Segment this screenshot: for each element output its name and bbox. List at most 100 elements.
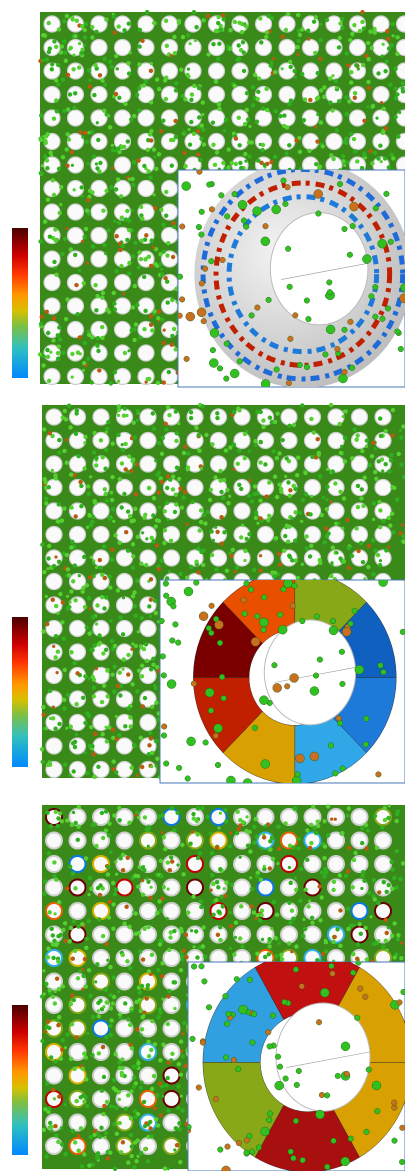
particle [378,416,382,420]
particle [283,821,287,825]
particle [261,847,264,850]
particle [111,148,115,152]
inset-particle [306,316,312,322]
particle [351,885,355,889]
particle [161,1095,164,1098]
inset-particle [196,1085,202,1091]
particle [259,913,263,917]
particle [398,877,402,881]
particle [140,664,144,668]
particle [183,490,187,494]
particle [162,541,166,545]
particle [310,916,314,920]
particle [248,849,252,853]
particle [197,115,201,119]
inset-particle [160,654,166,660]
particle [371,106,374,109]
inset-particle [209,258,215,264]
particle [180,1049,183,1052]
particle [193,945,196,948]
inset-particle [184,587,193,596]
particle [261,418,265,422]
particle [376,71,380,75]
particle [48,431,52,435]
particle [334,818,337,821]
inset-particle [373,314,379,320]
particle [172,327,176,331]
particle [112,759,116,763]
inset-particle [238,200,247,209]
particle [243,152,247,156]
particle [143,1147,147,1151]
particle [343,164,346,167]
particle [170,343,174,347]
particle [298,150,302,154]
particle [100,325,104,329]
particle [216,933,220,937]
particle [182,131,186,135]
particle [69,545,73,549]
particle [102,1075,106,1079]
particle [47,485,51,489]
particle [96,121,99,124]
particle [80,185,84,189]
particle [43,220,47,224]
particle [322,496,325,499]
particle [83,28,87,32]
particle [322,874,326,878]
particle [94,463,98,467]
particle [82,1099,86,1103]
particle [93,499,97,503]
colorbar [12,1005,28,1155]
particle [87,968,91,972]
particle [95,622,98,625]
particle [60,44,64,48]
particle [279,487,283,491]
particle [395,92,399,96]
particle [65,297,69,301]
particle [108,125,112,129]
particle [355,957,359,961]
particle [194,929,198,933]
particle [338,944,342,948]
particle [297,53,300,56]
particle [395,849,399,853]
particle [113,307,117,311]
particle [109,1006,113,1010]
particle [56,1140,60,1144]
particle [295,45,299,49]
particle [328,100,332,104]
particle [261,938,264,941]
particle [330,108,334,112]
particle [132,1075,136,1079]
inset-particle [253,207,262,216]
particle [149,69,153,73]
particle [54,98,58,102]
inset-particle [251,637,260,646]
particle [238,936,242,940]
particle [111,927,115,931]
particle [386,816,390,820]
inset-particle [278,625,287,634]
particle [174,88,178,92]
particle [86,1032,89,1035]
inset-particle [392,1138,398,1144]
particle [166,1076,170,1080]
particle [148,1120,152,1124]
particle [157,567,161,571]
particle [98,1135,102,1139]
particle [124,217,128,221]
particle [160,272,164,276]
particle [175,811,179,815]
particle [161,1043,165,1047]
particle [358,29,362,33]
inset-particle [388,239,394,245]
inset-particle [362,255,371,264]
particle [345,112,349,116]
particle [223,808,227,812]
particle [146,148,150,152]
particle [79,130,83,134]
particle [146,1040,150,1044]
particle [87,596,91,600]
inset-particle [209,359,218,368]
